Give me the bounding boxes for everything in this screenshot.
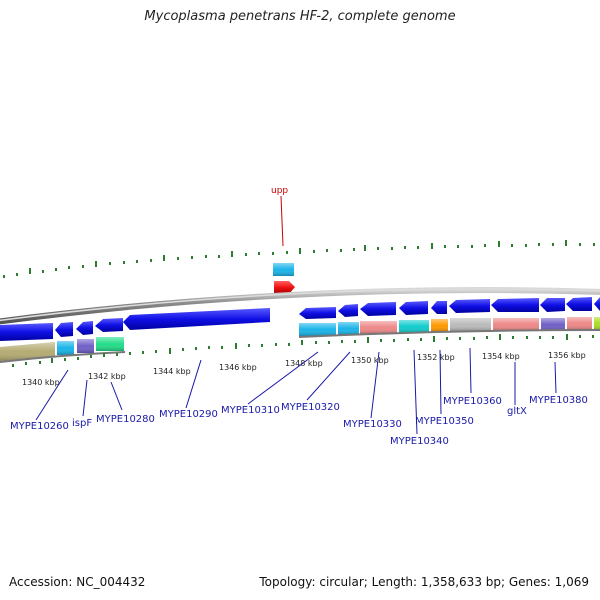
gene-label: MYPE10290: [159, 409, 218, 420]
scale-label: 1344 kbp: [153, 367, 191, 376]
gene-arrow: [123, 308, 270, 330]
gene-arrow: [55, 322, 73, 337]
accession-label: Accession: NC_004432: [9, 575, 146, 589]
gene-arrow: [594, 297, 600, 311]
gene-label: gltX: [507, 406, 527, 417]
scale-label: 1354 kbp: [482, 352, 520, 361]
gene-label: MYPE10380: [529, 395, 588, 406]
gene-label: MYPE10330: [343, 419, 402, 430]
scale-label: 1342 kbp: [88, 372, 126, 381]
gene-arrow: [540, 298, 565, 312]
gene-arrow: [360, 302, 396, 316]
gene-label: MYPE10280: [96, 414, 155, 425]
upp-gene-group: upp: [271, 186, 295, 294]
gene-labels: MYPE10260 ispF MYPE10280 MYPE10290 MYPE1…: [10, 395, 588, 447]
inner-scale-ticks: [12, 334, 594, 367]
scale-label: 1348 kbp: [285, 359, 323, 368]
gene-label: MYPE10360: [443, 396, 502, 407]
gene-arrow: [431, 301, 447, 314]
gene-arrow: [399, 301, 428, 315]
gene-label: MYPE10340: [390, 436, 449, 447]
upp-gene-label: upp: [271, 186, 288, 196]
gene-arrow: [491, 298, 539, 312]
gene-label: MYPE10310: [221, 405, 280, 416]
gene-arrow: [299, 307, 336, 319]
scale-label: 1352 kbp: [417, 353, 455, 362]
gene-label: MYPE10350: [415, 416, 474, 427]
scale-label: 1350 kbp: [351, 356, 389, 365]
gene-arrow: [338, 304, 358, 317]
gene-arrow: [566, 297, 592, 311]
scale-label: 1346 kbp: [219, 363, 257, 372]
scale-label: 1356 kbp: [548, 351, 586, 360]
map-title: Mycoplasma penetrans HF-2, complete geno…: [144, 9, 456, 24]
upp-label-line: [280, 195, 284, 247]
gene-label: MYPE10260: [10, 421, 69, 432]
gene-arrow: [76, 321, 93, 335]
gene-label: MYPE10320: [281, 402, 340, 413]
scale-labels: 1340 kbp 1342 kbp 1344 kbp 1346 kbp 1348…: [22, 351, 586, 387]
upp-gene-arrow: [274, 281, 295, 294]
forward-strand-genes: [0, 297, 600, 341]
gene-label: ispF: [72, 418, 92, 429]
gene-arrow: [0, 323, 53, 341]
outer-tick-ring: [3, 240, 595, 278]
genome-summary: Topology: circular; Length: 1,358,633 bp…: [259, 575, 589, 589]
genome-backbone: [0, 287, 600, 325]
gene-arrow: [95, 318, 123, 332]
gene-arrow: [449, 299, 490, 313]
scale-label: 1340 kbp: [22, 378, 60, 387]
gene-leader-lines: [35, 347, 557, 435]
